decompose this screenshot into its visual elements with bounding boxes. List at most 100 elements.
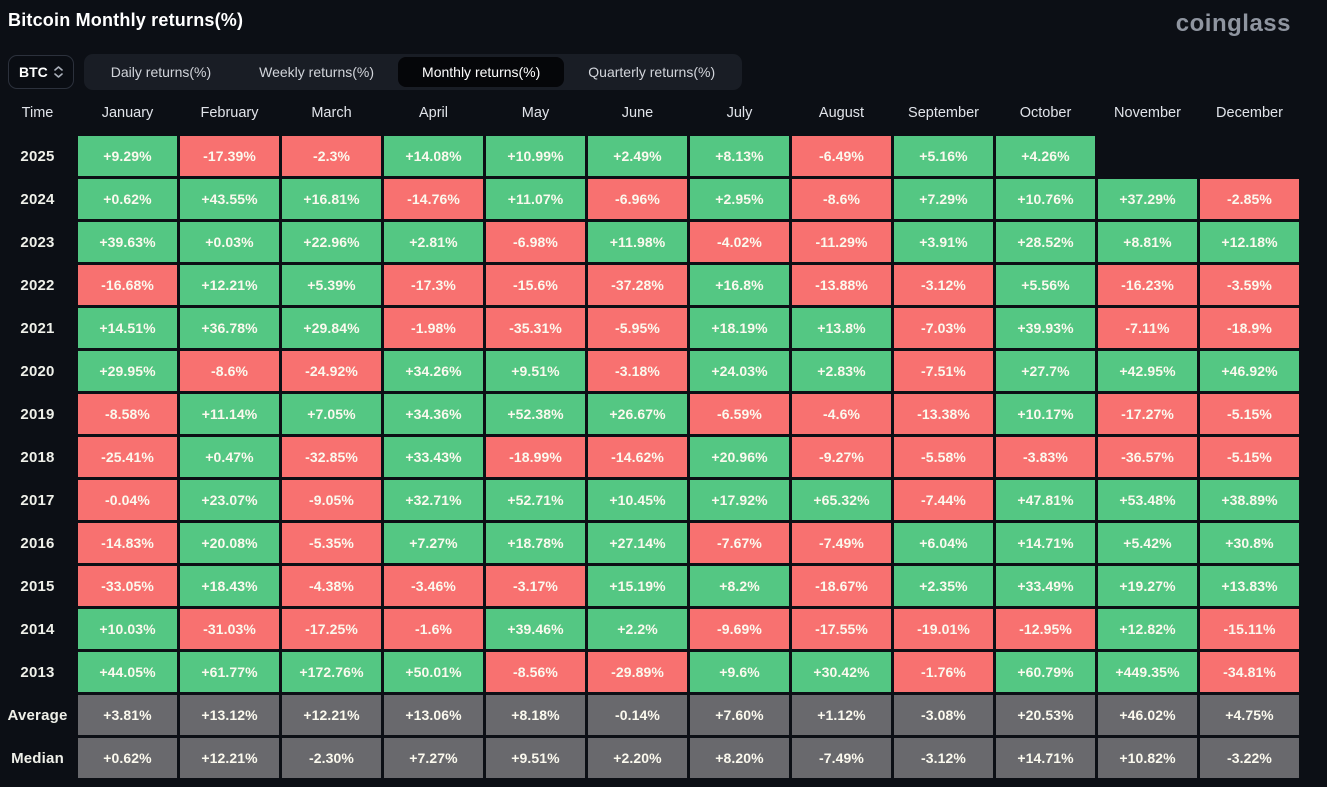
coinglass-logo: coinglass — [1175, 10, 1291, 37]
return-cell: -37.28% — [588, 265, 687, 305]
monthly-returns-table: Time January February March April May June July… — [0, 96, 1300, 778]
return-cell: -0.14% — [588, 695, 687, 735]
return-cell: -3.12% — [894, 265, 993, 305]
return-cell: +42.95% — [1098, 351, 1197, 391]
return-cell: +2.95% — [690, 179, 789, 219]
return-cell: -34.81% — [1200, 652, 1299, 692]
select-updown-icon — [53, 66, 63, 78]
return-cell: -17.27% — [1098, 394, 1197, 434]
return-cell: +33.43% — [384, 437, 483, 477]
symbol-select[interactable]: BTC — [8, 55, 74, 89]
return-cell: -25.41% — [78, 437, 177, 477]
return-cell: +13.06% — [384, 695, 483, 735]
return-cell: +27.14% — [588, 523, 687, 563]
return-cell: -7.49% — [792, 523, 891, 563]
return-cell: +10.45% — [588, 480, 687, 520]
returns-period-tabs: Daily returns(%) Weekly returns(%) Monthly… — [83, 54, 743, 90]
return-cell: +50.01% — [384, 652, 483, 692]
return-cell: -3.59% — [1200, 265, 1299, 305]
return-cell: +39.46% — [486, 609, 585, 649]
row-label-2019: 2019 — [20, 405, 55, 423]
row-label-2013: 2013 — [20, 663, 55, 681]
return-cell: +33.49% — [996, 566, 1095, 606]
return-cell: +43.55% — [180, 179, 279, 219]
tab-weekly-returns[interactable]: Weekly returns(%) — [235, 57, 398, 87]
return-cell: +15.19% — [588, 566, 687, 606]
return-cell: +60.79% — [996, 652, 1095, 692]
return-cell: +2.20% — [588, 738, 687, 778]
return-cell: +2.2% — [588, 609, 687, 649]
return-cell: +38.89% — [1200, 480, 1299, 520]
return-cell: +4.26% — [996, 136, 1095, 176]
tab-daily-returns[interactable]: Daily returns(%) — [87, 57, 235, 87]
column-header-february: February — [200, 105, 259, 121]
return-cell: -18.67% — [792, 566, 891, 606]
return-cell: -4.38% — [282, 566, 381, 606]
return-cell: -4.02% — [690, 222, 789, 262]
tab-monthly-returns[interactable]: Monthly returns(%) — [398, 57, 565, 87]
return-cell: +19.27% — [1098, 566, 1197, 606]
return-cell: -8.56% — [486, 652, 585, 692]
return-cell: -0.04% — [78, 480, 177, 520]
page-title: Bitcoin Monthly returns(%) — [8, 10, 244, 30]
return-cell: -29.89% — [588, 652, 687, 692]
return-cell: +11.98% — [588, 222, 687, 262]
return-cell: -7.44% — [894, 480, 993, 520]
return-cell: -15.11% — [1200, 609, 1299, 649]
return-cell: +27.7% — [996, 351, 1095, 391]
row-label-2020: 2020 — [20, 362, 55, 380]
return-cell: +8.81% — [1098, 222, 1197, 262]
return-cell: -16.68% — [78, 265, 177, 305]
return-cell: +34.36% — [384, 394, 483, 434]
return-cell: +12.21% — [180, 738, 279, 778]
return-cell: -14.76% — [384, 179, 483, 219]
return-cell: -9.27% — [792, 437, 891, 477]
return-cell: +5.56% — [996, 265, 1095, 305]
return-cell: -17.25% — [282, 609, 381, 649]
return-cell: -15.6% — [486, 265, 585, 305]
return-cell: +18.43% — [180, 566, 279, 606]
return-cell: +7.27% — [384, 523, 483, 563]
return-cell: +34.26% — [384, 351, 483, 391]
return-cell: +52.71% — [486, 480, 585, 520]
return-cell: +23.07% — [180, 480, 279, 520]
return-cell: +7.29% — [894, 179, 993, 219]
return-cell: -18.9% — [1200, 308, 1299, 348]
tab-quarterly-returns[interactable]: Quarterly returns(%) — [564, 57, 739, 87]
return-cell: +14.51% — [78, 308, 177, 348]
return-cell: -7.51% — [894, 351, 993, 391]
return-cell: +52.38% — [486, 394, 585, 434]
return-cell: -5.15% — [1200, 394, 1299, 434]
return-cell: +10.76% — [996, 179, 1095, 219]
return-cell: +14.08% — [384, 136, 483, 176]
row-label-2024: 2024 — [20, 190, 55, 208]
return-cell: -5.35% — [282, 523, 381, 563]
return-cell: -6.98% — [486, 222, 585, 262]
return-cell: -35.31% — [486, 308, 585, 348]
return-cell: -3.12% — [894, 738, 993, 778]
return-cell: -5.95% — [588, 308, 687, 348]
return-cell: +44.05% — [78, 652, 177, 692]
return-cell: -33.05% — [78, 566, 177, 606]
column-header-december: December — [1216, 105, 1283, 121]
return-cell: +12.21% — [282, 695, 381, 735]
return-cell: +18.19% — [690, 308, 789, 348]
return-cell: +8.20% — [690, 738, 789, 778]
time-column-header: Time — [21, 105, 54, 121]
return-cell: +30.42% — [792, 652, 891, 692]
return-cell: +8.2% — [690, 566, 789, 606]
return-cell: +5.16% — [894, 136, 993, 176]
return-cell: +12.21% — [180, 265, 279, 305]
row-label-2016: 2016 — [20, 534, 55, 552]
return-cell: +20.96% — [690, 437, 789, 477]
return-cell: +9.51% — [486, 738, 585, 778]
return-cell: +13.8% — [792, 308, 891, 348]
return-cell: -12.95% — [996, 609, 1095, 649]
column-header-july: July — [726, 105, 753, 121]
column-header-august: August — [818, 105, 865, 121]
return-cell: +2.49% — [588, 136, 687, 176]
return-cell: -18.99% — [486, 437, 585, 477]
row-label-2018: 2018 — [20, 448, 55, 466]
return-cell: +46.92% — [1200, 351, 1299, 391]
return-cell: -3.22% — [1200, 738, 1299, 778]
